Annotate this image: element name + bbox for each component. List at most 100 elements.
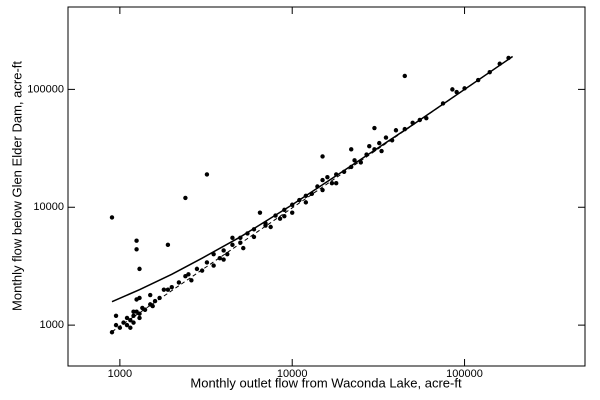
point: [211, 251, 216, 257]
point: [341, 169, 347, 174]
point: [257, 210, 263, 215]
point: [329, 180, 335, 186]
point: [241, 245, 246, 251]
point: [334, 172, 339, 177]
trend-line: [111, 56, 513, 333]
point: [221, 248, 226, 253]
point: [410, 120, 415, 126]
point: [230, 242, 235, 248]
point: [303, 200, 309, 205]
point: [251, 234, 257, 240]
point: [320, 187, 325, 193]
point: [389, 138, 395, 143]
point: [320, 154, 325, 159]
point: [402, 126, 407, 132]
point: [372, 147, 377, 152]
point: [454, 89, 459, 95]
point: [150, 303, 155, 309]
point: [113, 313, 119, 318]
point: [134, 238, 139, 243]
point: [358, 160, 363, 165]
point: [109, 330, 115, 335]
y-tick-label: 100000: [27, 83, 64, 95]
point: [263, 223, 268, 228]
point: [238, 235, 243, 241]
point: [157, 295, 162, 301]
x-tick-label: 1000: [108, 368, 132, 380]
point: [137, 315, 142, 321]
point: [349, 164, 354, 170]
point: [424, 115, 429, 121]
x-axis-label: Monthly outlet flow from Waconda Lake, a…: [190, 375, 462, 390]
point: [183, 195, 188, 201]
point: [137, 266, 142, 272]
point: [377, 140, 382, 146]
point: [186, 272, 191, 277]
point: [462, 86, 467, 91]
point: [217, 255, 222, 261]
point: [320, 177, 325, 183]
point: [137, 295, 142, 301]
point: [221, 257, 226, 262]
point: [142, 307, 148, 312]
point: [383, 135, 389, 140]
point: [297, 197, 302, 203]
point: [152, 298, 158, 304]
point: [189, 278, 194, 283]
point: [121, 320, 126, 325]
point: [290, 202, 295, 207]
point: [204, 172, 210, 177]
point: [277, 216, 283, 221]
point: [303, 193, 309, 199]
point: [334, 180, 339, 186]
point: [290, 210, 295, 215]
point: [245, 231, 250, 236]
point: [176, 280, 182, 285]
point: [148, 292, 153, 298]
point: [506, 55, 511, 61]
point: [497, 61, 502, 66]
x-tick-label: 100000: [446, 368, 483, 380]
point: [349, 147, 354, 152]
point: [225, 251, 230, 257]
point: [194, 266, 200, 272]
point: [165, 242, 171, 248]
point: [131, 309, 136, 314]
point: [165, 287, 171, 292]
point: [282, 213, 287, 219]
point: [137, 311, 142, 316]
point: [273, 213, 278, 218]
point: [251, 227, 257, 232]
y-tick-label: 10000: [33, 201, 64, 213]
point: [417, 117, 422, 123]
point: [402, 73, 407, 79]
point: [309, 191, 315, 197]
point: [364, 152, 369, 157]
point: [325, 174, 330, 180]
point: [109, 215, 115, 220]
point: [131, 320, 136, 325]
point: [372, 125, 377, 131]
point: [211, 263, 216, 268]
point: [440, 101, 446, 106]
point: [487, 69, 492, 75]
point: [367, 143, 372, 149]
plot-frame: [67, 6, 586, 367]
point: [393, 128, 399, 133]
point: [268, 224, 273, 230]
y-tick-label: 1000: [40, 319, 64, 331]
point: [131, 313, 136, 318]
point: [282, 207, 287, 213]
point: [113, 322, 119, 328]
point: [230, 235, 235, 241]
point: [475, 77, 481, 83]
point: [379, 148, 384, 154]
point: [450, 87, 455, 92]
x-tick-label: 10000: [277, 368, 308, 380]
point: [352, 158, 357, 163]
trend-line: [111, 55, 514, 303]
point: [124, 322, 130, 328]
point: [315, 184, 320, 189]
point: [204, 260, 210, 265]
